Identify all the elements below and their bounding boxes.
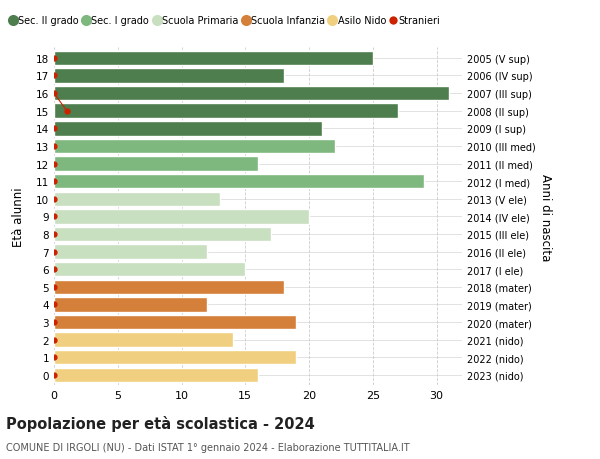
Bar [54, 280, 284, 294]
Y-axis label: Età alunni: Età alunni [13, 187, 25, 246]
Bar [54, 122, 322, 136]
Bar [54, 297, 207, 312]
Text: COMUNE DI IRGOLI (NU) - Dati ISTAT 1° gennaio 2024 - Elaborazione TUTTITALIA.IT: COMUNE DI IRGOLI (NU) - Dati ISTAT 1° ge… [6, 442, 410, 452]
Bar [54, 104, 398, 119]
Bar [54, 227, 271, 241]
Bar [54, 210, 309, 224]
Bar [54, 245, 207, 259]
Bar [54, 192, 220, 207]
Bar [54, 315, 296, 330]
Bar [54, 333, 233, 347]
Bar [54, 87, 449, 101]
Bar [54, 350, 296, 364]
Legend: Sec. II grado, Sec. I grado, Scuola Primaria, Scuola Infanzia, Asilo Nido, Stran: Sec. II grado, Sec. I grado, Scuola Prim… [7, 12, 444, 30]
Bar [54, 69, 284, 84]
Bar [54, 51, 373, 66]
Bar [54, 157, 258, 171]
Bar [54, 174, 424, 189]
Text: Popolazione per età scolastica - 2024: Popolazione per età scolastica - 2024 [6, 415, 315, 431]
Bar [54, 368, 258, 382]
Bar [54, 140, 335, 154]
Bar [54, 263, 245, 277]
Y-axis label: Anni di nascita: Anni di nascita [539, 174, 552, 260]
